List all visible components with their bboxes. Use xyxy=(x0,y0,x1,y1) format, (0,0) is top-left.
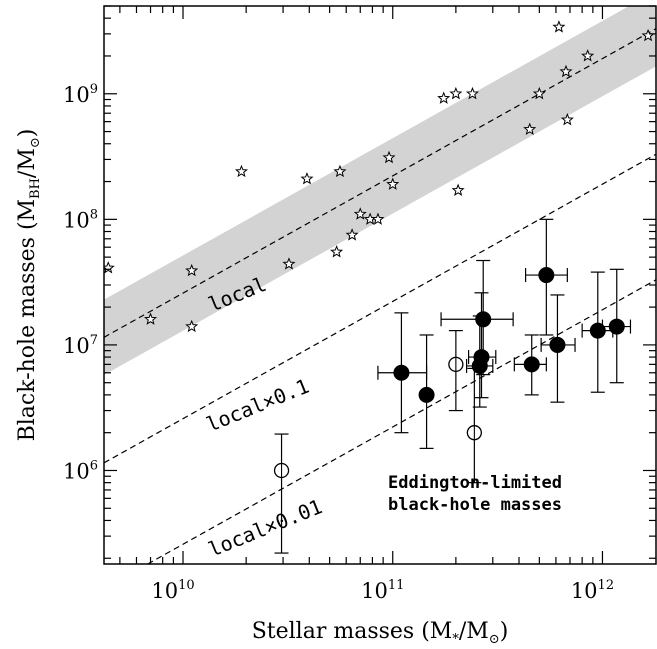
star-point xyxy=(559,64,573,78)
star-point xyxy=(581,49,595,62)
annotation-line-2: black-hole masses xyxy=(388,495,562,515)
star-point xyxy=(451,183,465,196)
plot-frame xyxy=(103,5,657,565)
y-tick-label: 107 xyxy=(63,333,98,358)
filled-circle-point xyxy=(523,356,540,373)
star-point xyxy=(560,112,574,126)
star-point xyxy=(353,207,367,220)
y-tick-label: 108 xyxy=(63,207,98,232)
local-x0.01-label: local×0.01 xyxy=(205,494,326,561)
filled-circle-point xyxy=(475,311,492,328)
x-tick-label: 1011 xyxy=(361,578,404,603)
x-tick-label: 1010 xyxy=(151,578,194,603)
star-point xyxy=(449,86,463,100)
star-point xyxy=(532,86,546,100)
filled-circle-point xyxy=(473,349,490,366)
axis-ticks xyxy=(104,5,656,564)
local-x0.1-label: local×0.1 xyxy=(203,374,312,437)
star-point xyxy=(330,245,344,258)
data-markers xyxy=(104,20,655,554)
star-point xyxy=(465,86,480,100)
y-tick-label: 109 xyxy=(63,82,98,107)
y-axis-title: Black-hole masses (MBH/M⊙) xyxy=(15,129,43,442)
plot-area xyxy=(104,6,656,564)
filled-circle-point xyxy=(589,322,606,339)
y-tick-labels: 106 107 108 109 xyxy=(63,82,98,484)
filled-circle-point xyxy=(549,336,566,353)
local-x0.1-relation-line xyxy=(104,153,656,464)
star-point xyxy=(523,122,537,135)
star-point xyxy=(345,228,359,241)
star-point xyxy=(382,150,396,164)
filled-circle-point xyxy=(418,386,435,403)
annotation-line-1: Eddington-limited xyxy=(388,473,562,493)
local-x0.01-relation-line xyxy=(146,279,656,564)
filled-circle-point xyxy=(538,267,555,284)
star-point xyxy=(185,319,199,333)
local-relation-line xyxy=(104,28,656,338)
y-tick-label: 106 xyxy=(63,458,98,483)
star-point xyxy=(552,20,566,33)
star-point xyxy=(386,177,400,190)
star-point xyxy=(234,164,249,178)
star-point xyxy=(333,164,347,178)
star-point xyxy=(371,212,385,225)
filled-circle-point xyxy=(393,364,410,381)
local-relation-scatter-band xyxy=(104,6,656,375)
star-point xyxy=(437,91,451,104)
filled-circle-point xyxy=(608,318,625,335)
star-point xyxy=(144,312,158,325)
x-axis-title: Stellar masses (M*/M⊙) xyxy=(252,619,509,647)
star-point xyxy=(300,172,314,185)
star-point xyxy=(282,257,296,270)
x-tick-labels: 1010 1011 1012 xyxy=(151,578,614,603)
star-point xyxy=(185,263,199,277)
x-tick-label: 1012 xyxy=(571,578,614,603)
